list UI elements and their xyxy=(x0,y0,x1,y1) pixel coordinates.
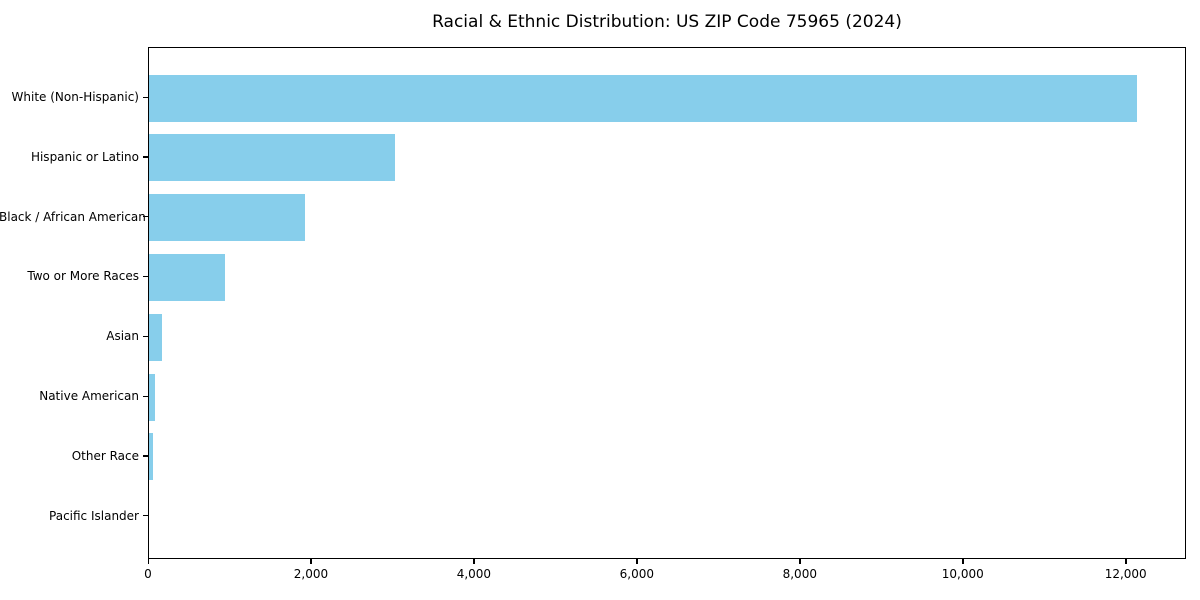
y-tick-mark xyxy=(143,275,148,278)
y-tick-label: Two or More Races xyxy=(27,269,139,284)
y-tick-label: Asian xyxy=(106,329,139,344)
y-tick-mark xyxy=(143,156,148,158)
plot-area xyxy=(148,47,1186,559)
bar-native-american xyxy=(149,373,155,421)
bar-asian xyxy=(149,313,163,361)
x-tick-label: 12,000 xyxy=(1104,567,1147,581)
bar-other-race xyxy=(149,433,154,481)
y-tick-label: Black / African American xyxy=(0,209,146,224)
y-tick-mark xyxy=(143,216,148,218)
x-tick-label: 0 xyxy=(144,567,152,581)
chart-title: Racial & Ethnic Distribution: US ZIP Cod… xyxy=(432,12,902,32)
x-tick-mark xyxy=(1125,559,1127,564)
y-tick-label: Pacific Islander xyxy=(49,508,139,523)
x-tick-mark xyxy=(636,559,638,564)
y-tick-mark xyxy=(143,455,148,457)
bar-white-non-hispanic xyxy=(149,74,1138,122)
y-tick-mark xyxy=(143,395,148,397)
y-tick-label: White (Non-Hispanic) xyxy=(11,90,139,104)
x-tick-mark xyxy=(147,559,149,564)
y-tick-label: Other Race xyxy=(71,448,139,463)
bar-hispanic-or-latino xyxy=(149,134,396,182)
y-tick-mark xyxy=(143,515,148,517)
bar-black-african-american xyxy=(149,194,305,242)
y-tick-mark xyxy=(143,96,148,98)
y-tick-label: Hispanic or Latino xyxy=(30,149,139,164)
y-tick-label: Native American xyxy=(39,389,139,403)
x-tick-mark xyxy=(473,559,475,564)
x-tick-label: 8,000 xyxy=(782,567,817,581)
x-tick-mark xyxy=(962,559,964,564)
y-tick-mark xyxy=(143,335,148,337)
x-tick-mark xyxy=(310,559,312,564)
bar-two-or-more-races xyxy=(149,253,225,301)
x-tick-label: 6,000 xyxy=(619,567,655,581)
x-tick-mark xyxy=(799,559,801,564)
x-tick-label: 4,000 xyxy=(456,567,492,581)
x-tick-label: 10,000 xyxy=(941,567,984,581)
x-tick-label: 2,000 xyxy=(293,567,329,581)
